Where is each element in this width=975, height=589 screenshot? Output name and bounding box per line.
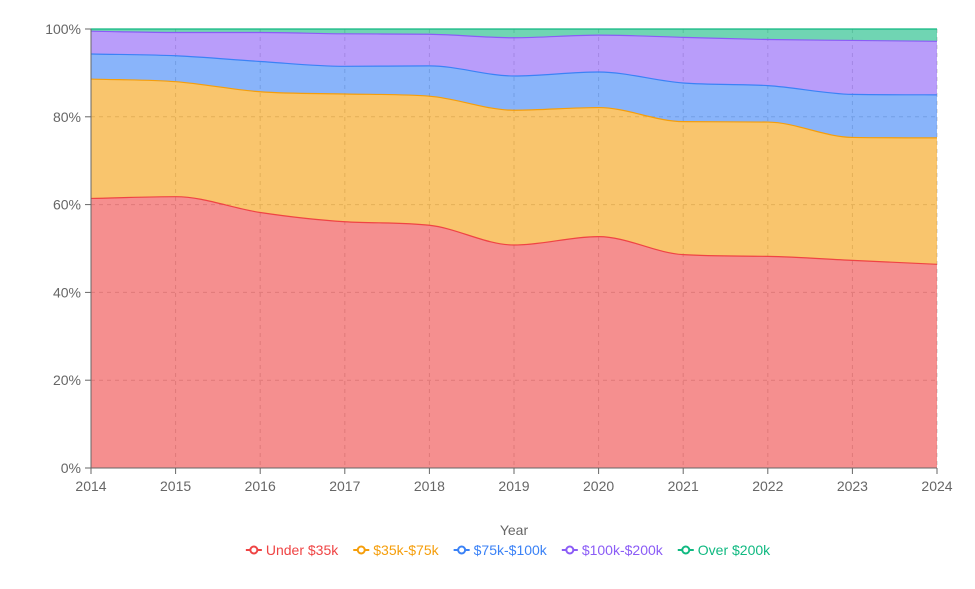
area-75k-100k: [91, 54, 937, 138]
x-tick-label: 2014: [75, 478, 106, 494]
x-tick-label: 2017: [329, 478, 360, 494]
legend-marker-icon: [565, 545, 575, 555]
legend-item-75k-100k[interactable]: $75k-$100k: [453, 542, 548, 558]
line-35k-75k: [90, 78, 938, 139]
legend-item-100k-200k[interactable]: $100k-$200k: [561, 542, 664, 558]
legend-marker-icon: [249, 545, 259, 555]
legend-marker-icon: [356, 545, 366, 555]
x-axis-ticks: 2014 2015 2016 2017 2018 2019 2020 2021 2022 2023…: [75, 468, 953, 494]
y-tick-label: 80%: [53, 109, 81, 125]
legend-label: $100k-$200k: [582, 542, 664, 558]
x-axis-title: Year: [500, 522, 529, 538]
x-tick-label: 2015: [160, 478, 191, 494]
series-lines: [90, 28, 938, 265]
legend-label: $35k-$75k: [373, 542, 439, 558]
legend-item-35k-75k[interactable]: $35k-$75k: [353, 542, 440, 558]
legend-item-over-200k[interactable]: Over $200k: [677, 542, 771, 558]
x-tick-label: 2022: [752, 478, 783, 494]
line-100k-200k: [90, 30, 938, 42]
x-tick-label: 2020: [583, 478, 614, 494]
legend-item-under-35k[interactable]: Under $35k: [245, 542, 339, 558]
x-tick-label: 2016: [245, 478, 276, 494]
y-tick-label: 40%: [53, 284, 81, 300]
legend-label: Under $35k: [266, 542, 339, 558]
line-under-35k: [90, 196, 938, 265]
area-100k-200k: [91, 31, 937, 95]
x-tick-label: 2023: [837, 478, 868, 494]
x-tick-label: 2019: [498, 478, 529, 494]
legend-marker-icon: [457, 545, 467, 555]
x-tick-label: 2024: [921, 478, 952, 494]
y-tick-label: 20%: [53, 372, 81, 388]
line-75k-100k: [90, 53, 938, 96]
x-tick-label: 2021: [668, 478, 699, 494]
legend-label: Over $200k: [698, 542, 771, 558]
area-under-35k: [91, 196, 937, 468]
legend-label: $75k-$100k: [474, 542, 548, 558]
y-tick-label: 100%: [45, 21, 81, 37]
y-tick-label: 0%: [61, 460, 81, 476]
x-tick-label: 2018: [414, 478, 445, 494]
legend-marker-icon: [681, 545, 691, 555]
y-axis-ticks: 0% 20% 40% 60% 80% 100%: [45, 21, 91, 476]
series-areas: [91, 29, 937, 468]
y-tick-label: 60%: [53, 197, 81, 213]
legend: Under $35k $35k-$75k $75k-$100k $100k-$200k…: [245, 542, 771, 558]
